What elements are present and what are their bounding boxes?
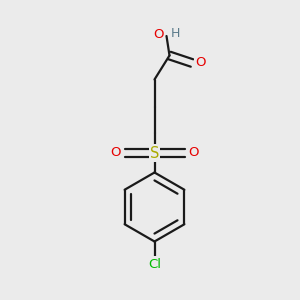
Text: O: O — [195, 56, 206, 69]
Text: O: O — [188, 146, 199, 160]
Text: Cl: Cl — [148, 257, 161, 271]
Text: O: O — [154, 28, 164, 41]
Text: S: S — [150, 146, 159, 160]
Text: H: H — [171, 27, 180, 40]
Text: O: O — [110, 146, 121, 160]
